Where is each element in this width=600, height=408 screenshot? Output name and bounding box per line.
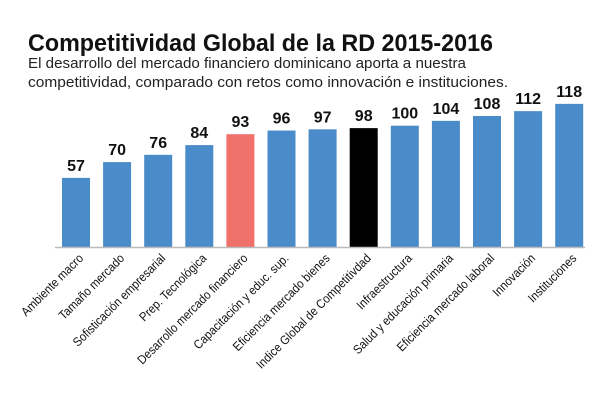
chart-subtitle-line-1: El desarrollo del mercado financiero dom…	[28, 55, 467, 72]
bar-7	[308, 129, 337, 247]
data-label-5: 93	[232, 114, 250, 131]
data-label-10: 104	[433, 101, 460, 118]
data-label-12: 112	[515, 91, 541, 108]
data-label-6: 96	[273, 111, 291, 128]
bar-9	[390, 125, 419, 247]
data-label-9: 100	[391, 106, 418, 123]
bar-8	[349, 128, 378, 247]
bar-3	[144, 154, 173, 247]
bar-13	[555, 103, 584, 247]
bar-10	[431, 120, 460, 247]
data-label-1: 57	[67, 158, 85, 175]
bar-11	[473, 115, 501, 247]
data-label-13: 118	[556, 84, 582, 101]
bar-1	[62, 177, 90, 247]
data-label-3: 76	[149, 135, 167, 152]
chart-subtitle-line-2: competitividad, comparado con retos como…	[28, 74, 508, 91]
data-label-2: 70	[108, 142, 126, 159]
data-label-8: 98	[355, 108, 373, 125]
chart-title: Competitividad Global de la RD 2015-2016	[28, 30, 493, 57]
bar-6	[267, 130, 296, 247]
bar-12	[514, 111, 543, 247]
data-label-11: 108	[474, 96, 501, 113]
bar-4	[185, 145, 214, 247]
bar-5	[226, 134, 255, 247]
bar-2	[103, 162, 132, 247]
data-label-7: 97	[314, 109, 332, 126]
data-label-4: 84	[190, 125, 208, 142]
bars-group: 57 70 76 84 93 96 97 98 100 104 108 112 118	[62, 84, 584, 247]
